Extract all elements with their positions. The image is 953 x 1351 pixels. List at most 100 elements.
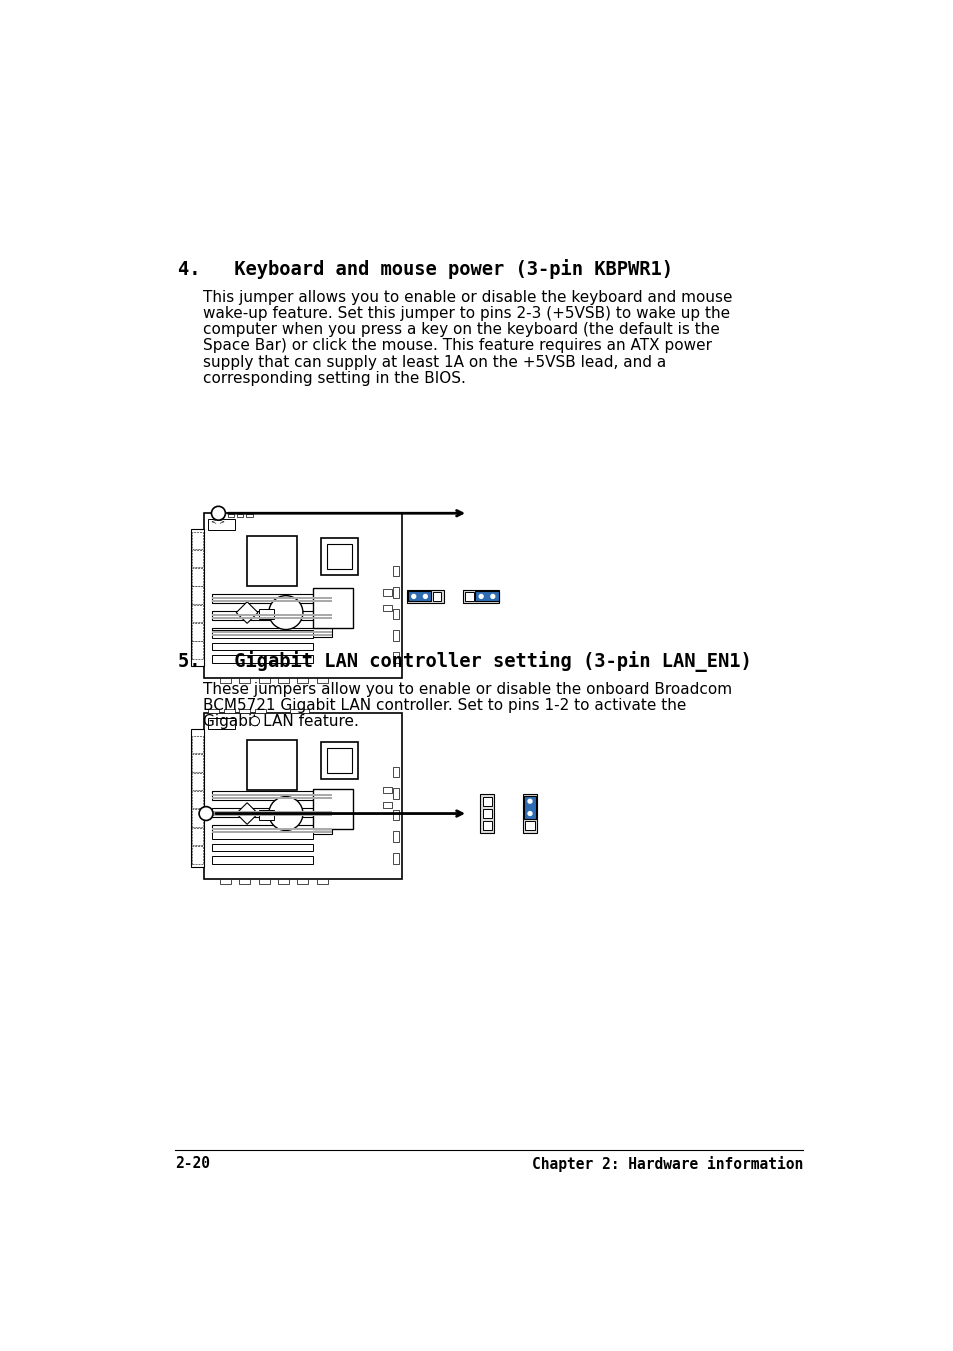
Text: Chapter 2: Hardware information: Chapter 2: Hardware information	[531, 1156, 802, 1173]
Bar	[465, 592, 474, 601]
Bar	[327, 748, 352, 773]
Bar	[212, 857, 313, 863]
Bar	[228, 513, 233, 517]
Bar	[476, 592, 485, 601]
Polygon shape	[236, 802, 257, 824]
Bar	[393, 588, 398, 598]
Bar	[316, 880, 328, 884]
Bar	[212, 628, 332, 638]
Text: computer when you press a key on the keyboard (the default is the: computer when you press a key on the key…	[203, 323, 720, 338]
Bar	[488, 592, 497, 601]
Bar	[192, 623, 203, 640]
Bar	[382, 802, 392, 808]
Bar	[204, 513, 402, 678]
Text: BCM5721 Gigabit LAN controller. Set to pins 1-2 to activate the: BCM5721 Gigabit LAN controller. Set to p…	[203, 698, 685, 713]
Bar	[525, 797, 534, 805]
Bar	[258, 678, 270, 682]
Bar	[480, 794, 494, 832]
Bar	[482, 797, 492, 805]
Bar	[313, 789, 353, 830]
Bar	[192, 605, 203, 623]
Bar	[192, 586, 203, 604]
Bar	[320, 538, 357, 574]
Bar	[192, 532, 203, 550]
Bar	[316, 678, 328, 682]
Text: This jumper allows you to enable or disable the keyboard and mouse: This jumper allows you to enable or disa…	[203, 290, 732, 305]
Bar	[297, 678, 308, 682]
Bar	[192, 790, 203, 808]
Bar	[212, 811, 332, 813]
Text: Gigabit LAN feature.: Gigabit LAN feature.	[203, 715, 358, 730]
Bar	[393, 766, 398, 777]
Bar	[192, 754, 203, 771]
Bar	[212, 797, 332, 798]
Bar	[220, 678, 231, 682]
Text: wake-up feature. Set this jumper to pins 2-3 (+5VSB) to wake up the: wake-up feature. Set this jumper to pins…	[203, 307, 729, 322]
Bar	[192, 773, 203, 790]
Bar	[247, 740, 297, 790]
Bar	[239, 709, 250, 713]
Polygon shape	[236, 601, 257, 623]
Circle shape	[199, 807, 213, 820]
Bar	[212, 643, 313, 650]
Circle shape	[250, 716, 259, 725]
Bar	[327, 544, 352, 569]
Bar	[224, 709, 234, 713]
Bar	[393, 651, 398, 662]
Bar	[191, 728, 204, 867]
Bar	[212, 631, 332, 632]
Bar	[192, 846, 203, 863]
Bar	[208, 709, 219, 713]
Bar	[204, 713, 402, 880]
Bar	[212, 615, 332, 616]
Bar	[212, 617, 332, 619]
Bar	[208, 519, 235, 530]
Bar	[212, 655, 313, 662]
Bar	[239, 880, 250, 884]
Bar	[212, 843, 313, 851]
Circle shape	[269, 797, 303, 831]
Text: 5.   Gigabit LAN controller setting (3-pin LAN_EN1): 5. Gigabit LAN controller setting (3-pin…	[178, 651, 751, 671]
Bar	[212, 815, 332, 816]
Bar	[254, 709, 266, 713]
Bar	[212, 611, 332, 620]
Bar	[212, 792, 332, 800]
Bar	[313, 588, 353, 628]
Bar	[212, 825, 332, 835]
Bar	[278, 880, 289, 884]
Bar	[212, 597, 332, 598]
Text: 2-20: 2-20	[174, 1156, 210, 1171]
Bar	[192, 809, 203, 827]
Bar	[258, 609, 274, 619]
Text: 4.   Keyboard and mouse power (3-pin KBPWR1): 4. Keyboard and mouse power (3-pin KBPWR…	[178, 259, 673, 280]
Bar	[393, 852, 398, 863]
Circle shape	[528, 800, 532, 802]
Bar	[522, 794, 537, 832]
Bar	[212, 594, 332, 604]
Bar	[192, 569, 203, 586]
Circle shape	[423, 594, 427, 598]
Bar	[258, 811, 274, 820]
Bar	[212, 831, 313, 839]
Bar	[191, 528, 204, 666]
Text: Space Bar) or click the mouse. This feature requires an ATX power: Space Bar) or click the mouse. This feat…	[203, 339, 711, 354]
Bar	[482, 821, 492, 831]
Bar	[382, 589, 392, 596]
Bar	[393, 631, 398, 642]
Bar	[393, 788, 398, 798]
Circle shape	[478, 594, 482, 598]
Bar	[192, 550, 203, 567]
Bar	[382, 786, 392, 793]
Bar	[393, 831, 398, 842]
Bar	[208, 719, 235, 728]
Bar	[462, 590, 498, 603]
Bar	[192, 736, 203, 754]
Bar	[212, 831, 332, 832]
Bar	[212, 794, 332, 796]
Bar	[382, 605, 392, 611]
Text: corresponding setting in the BIOS.: corresponding setting in the BIOS.	[203, 370, 465, 386]
Circle shape	[528, 812, 532, 816]
Bar	[258, 880, 270, 884]
Bar	[246, 513, 253, 517]
Text: These jumpers allow you to enable or disable the onboard Broadcom: These jumpers allow you to enable or dis…	[203, 682, 731, 697]
